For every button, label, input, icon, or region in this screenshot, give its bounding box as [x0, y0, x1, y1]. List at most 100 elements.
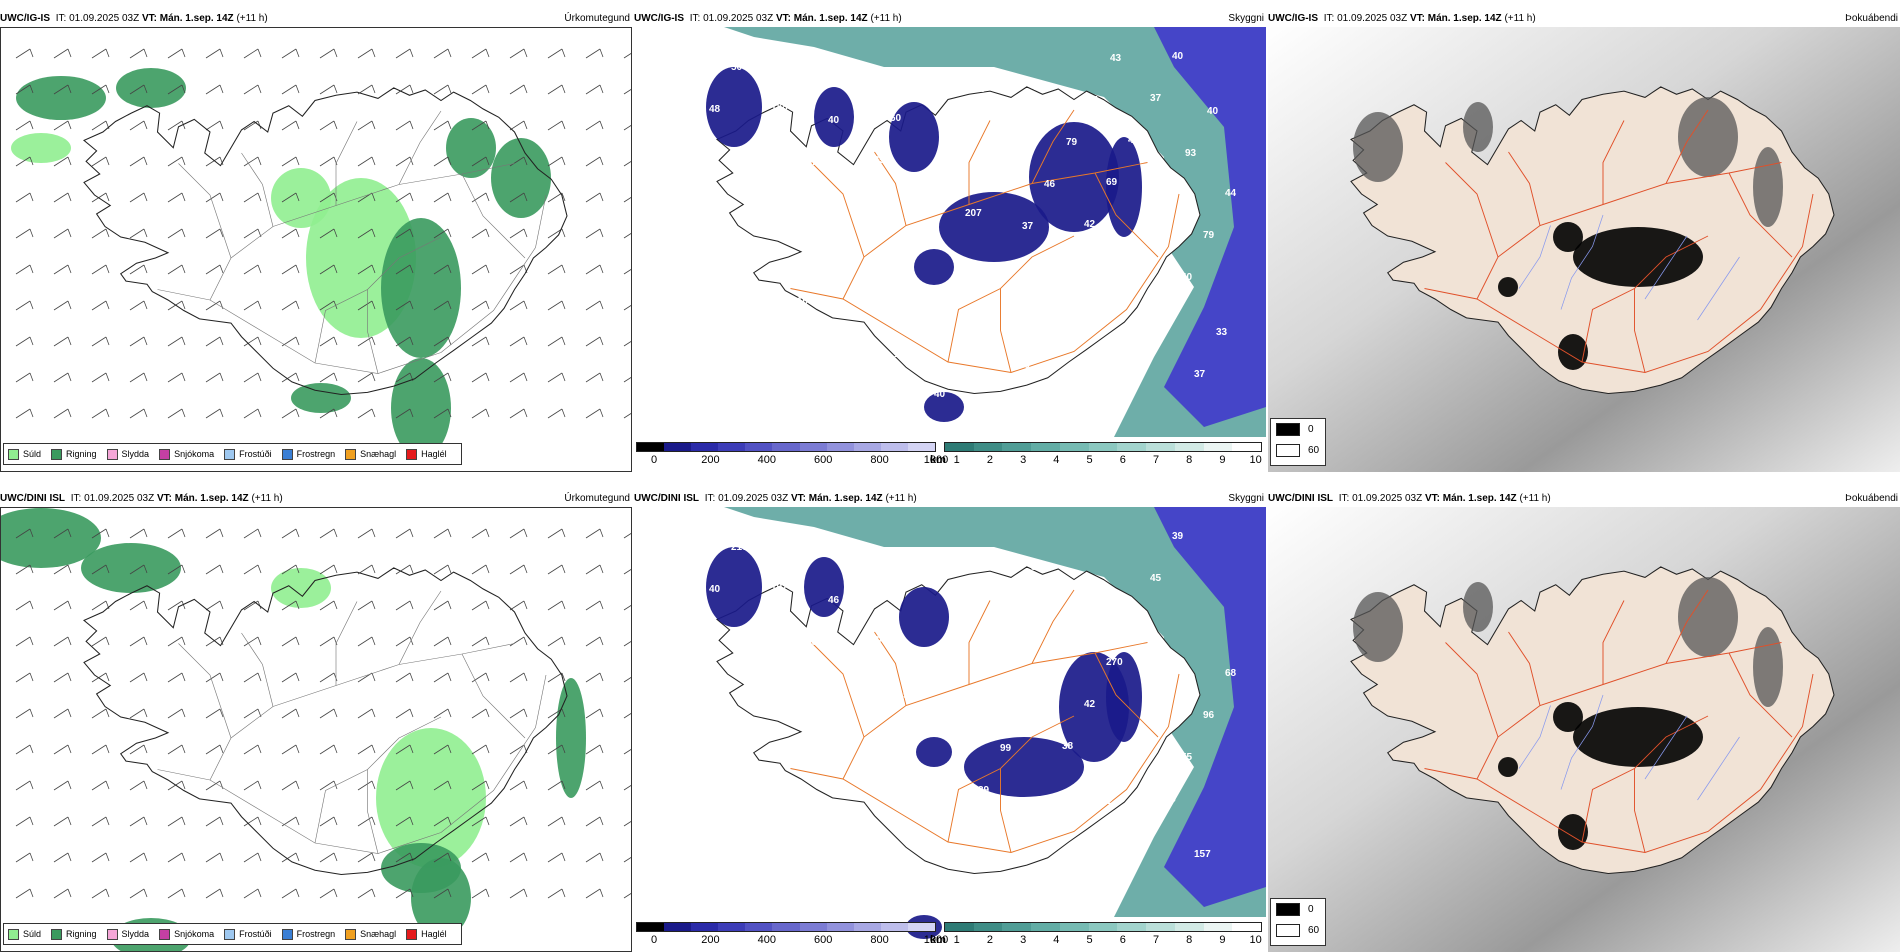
visibility-value: 157: [1194, 849, 1211, 860]
legend-item: Slydda: [106, 928, 149, 940]
it-label: IT:: [704, 493, 716, 504]
colorbar-tick: 9: [1219, 454, 1226, 466]
visibility-value: 85: [1062, 261, 1074, 272]
vt-value: Mán. 1.sep. 14Z: [174, 493, 249, 504]
colorbar-unit: km: [930, 934, 946, 946]
legend-label: Súld: [23, 449, 42, 459]
visibility-value: 39: [881, 732, 893, 743]
legend-swatch: [224, 928, 236, 940]
visibility-value: 38: [815, 378, 827, 389]
visibility-value: 56: [740, 763, 752, 774]
colorbar-km: 1 2 3 4 5 6 7 8 9 10 km: [930, 442, 1262, 470]
colorbar-tick: 7: [1152, 934, 1160, 946]
visibility-map[interactable]: 54 197 184 47 38 358 48 44 43 40 42 55 62 999 127 119 27…: [634, 507, 1266, 952]
visibility-value: 41: [1097, 316, 1109, 327]
visibility-value: 44: [1128, 615, 1140, 626]
fog-legend-item: 0: [1271, 419, 1325, 440]
colorbar-tick: 5: [1086, 454, 1093, 466]
fog-map[interactable]: 0 60: [1268, 27, 1900, 472]
param-label: Þokuábendi: [1845, 493, 1898, 504]
vt-value: Mán. 1.sep. 14Z: [793, 13, 868, 24]
lead-time: (+11 h): [236, 13, 268, 24]
precip-map[interactable]: Súld Rigning Slydda Snjókoma Frostúði Frostre…: [0, 507, 632, 952]
visibility-value: 63: [1053, 400, 1065, 411]
visibility-map[interactable]: 49 188 185 207 85 48 42 44 60 43 42 40 38 38 38 380 69 79…: [634, 27, 1266, 472]
fog-map[interactable]: 0 60: [1268, 507, 1900, 952]
visibility-value: 79: [1203, 230, 1215, 241]
colorbar-unit: km: [930, 454, 946, 466]
legend-swatch: [106, 448, 118, 460]
it-value: 01.09.2025 03Z: [703, 13, 774, 24]
visibility-value: 34: [881, 252, 893, 263]
visibility-value: 93: [1185, 148, 1197, 159]
legend-label: Frostregn: [296, 929, 336, 939]
it-label: IT:: [1323, 13, 1335, 24]
visibility-value: 33: [775, 338, 787, 349]
legend-label: Frostúði: [239, 449, 272, 459]
panel-header: UWC/DINI ISL IT: 01.09.2025 03Z VT: Mán.…: [1268, 490, 1900, 507]
panel-header: UWC/DINI ISL IT: 01.09.2025 03Z VT: Mán.…: [0, 490, 632, 507]
visibility-value: 40: [1207, 106, 1219, 117]
visibility-value: 47: [740, 283, 752, 294]
legend-swatch: [51, 448, 63, 460]
visibility-value: 43: [762, 721, 774, 732]
visibility-value: 58: [925, 648, 937, 659]
visibility-value: 41: [859, 294, 871, 305]
fog-legend-label: 60: [1308, 925, 1320, 936]
visibility-value: 95: [700, 243, 712, 254]
visibility-value: 44: [793, 540, 805, 551]
colorbar-tick: 800: [870, 934, 889, 946]
visibility-value: 79: [1066, 137, 1078, 148]
model-name: UWC/DINI ISL: [1268, 493, 1333, 504]
colorbar-tick: 5: [1086, 934, 1093, 946]
visibility-value: 33: [1216, 327, 1228, 338]
colorbar-tick: 4: [1053, 454, 1060, 466]
fog-legend-swatch: [1276, 423, 1300, 436]
visibility-value: 119: [1009, 604, 1026, 615]
visibility-value: 54: [674, 529, 686, 540]
model-name: UWC/DINI ISL: [0, 493, 65, 504]
visibility-value: 39: [1172, 531, 1184, 542]
legend-swatch: [345, 448, 357, 460]
fog-legend-swatch: [1276, 924, 1300, 937]
legend-item: Rigning: [51, 448, 97, 460]
it-label: IT:: [1338, 493, 1350, 504]
lead-time: (+11 h): [870, 13, 902, 24]
visibility-value: 38: [718, 325, 730, 336]
visibility-value: 91: [1088, 95, 1100, 106]
visibility-value: 50: [731, 62, 743, 73]
legend-item: Snæhagl: [345, 448, 396, 460]
vt-value: Mán. 1.sep. 14Z: [159, 13, 234, 24]
vt-label: VT:: [156, 493, 172, 504]
visibility-value: 45: [925, 168, 937, 179]
visibility-value: 42: [947, 126, 959, 137]
colorbar-tick: 200: [701, 454, 720, 466]
visibility-value: 127: [912, 551, 929, 562]
legend-item: Haglél: [406, 928, 447, 940]
colorbar-tick: 10: [1249, 934, 1262, 946]
legend-item: Snæhagl: [345, 928, 396, 940]
visibility-value: 270: [1106, 657, 1123, 668]
fog-panel-top: UWC/IG-IS IT: 01.09.2025 03Z VT: Mán. 1.…: [1268, 10, 1900, 472]
it-value: 01.09.2025 03Z: [718, 493, 789, 504]
visibility-value: 42: [1084, 699, 1096, 710]
panel-header: UWC/DINI ISL IT: 01.09.2025 03Z VT: Mán.…: [634, 490, 1266, 507]
it-label: IT:: [55, 13, 67, 24]
precip-map[interactable]: Súld Rigning Slydda Snjókoma Frostúði Frostre…: [0, 27, 632, 472]
visibility-value: 46: [1044, 179, 1056, 190]
precip-legend: Súld Rigning Slydda Snjókoma Frostúði Frostre…: [3, 443, 462, 465]
vt-value: Mán. 1.sep. 14Z: [808, 493, 883, 504]
visibility-value: 42: [696, 367, 708, 378]
legend-item: Frostregn: [281, 928, 336, 940]
visibility-value: 38: [1075, 838, 1087, 849]
legend-item: Súld: [8, 928, 41, 940]
fog-legend-label: 0: [1308, 424, 1314, 435]
visibility-value: 127: [1022, 701, 1039, 712]
colorbar-tick: 0: [650, 454, 658, 466]
visibility-value: 378: [819, 254, 836, 265]
visibility-value: 47: [806, 157, 818, 168]
colorbar-tick: 600: [814, 454, 833, 466]
visibility-value: 184: [868, 635, 885, 646]
colorbar-tick: 800: [870, 454, 889, 466]
